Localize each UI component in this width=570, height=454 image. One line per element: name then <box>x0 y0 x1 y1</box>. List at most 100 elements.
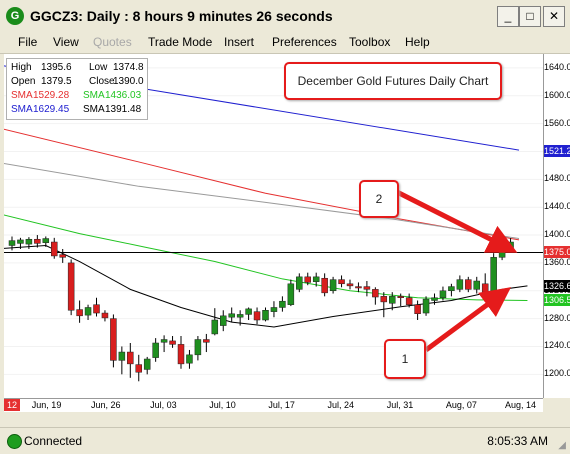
candle-body <box>67 262 75 311</box>
low-value: 1374.8 <box>113 62 144 73</box>
price-tag: 1375.0 <box>544 246 570 259</box>
price-tag: 1521.2 <box>544 144 570 157</box>
sma-black-label: SMA <box>83 104 105 115</box>
price-tick-label: 1640.0 <box>544 61 570 72</box>
price-tick-label: 1360.0 <box>544 256 570 267</box>
candle-body <box>177 344 185 365</box>
price-tick-label: 1600.0 <box>544 89 570 100</box>
sma-red-label: SMA <box>11 90 33 101</box>
app-icon: G <box>6 7 24 25</box>
candle-24 <box>211 308 219 336</box>
candle-body <box>25 238 33 245</box>
candle-body <box>84 307 92 316</box>
candle-body <box>93 304 100 314</box>
candle-29 <box>253 307 261 325</box>
candle-body <box>287 283 295 305</box>
candle-body <box>456 279 464 290</box>
sma-blue-value: 1629.45 <box>33 104 70 115</box>
candle-body <box>8 240 16 246</box>
candle-15 <box>135 354 142 382</box>
candle-32 <box>279 296 286 312</box>
sma-green-label: SMA <box>83 90 105 101</box>
close-button[interactable]: ✕ <box>543 6 565 27</box>
candle-body <box>186 354 193 364</box>
candle-18 <box>160 335 168 353</box>
candle-14 <box>127 342 134 378</box>
candle-body <box>507 241 514 250</box>
connection-status: Connected <box>24 434 83 448</box>
chart-title-callout: December Gold Futures Daily Chart <box>284 62 502 100</box>
menu-file[interactable]: File <box>18 35 38 49</box>
candle-50 <box>431 293 438 305</box>
candle-body <box>405 297 413 305</box>
candle-38 <box>329 276 337 294</box>
price-tick-label: 1440.0 <box>544 201 570 212</box>
candle-25 <box>220 310 227 332</box>
candle-39 <box>338 275 345 288</box>
candle-30 <box>262 307 269 322</box>
date-axis[interactable]: 12 Jun, 19 Jun, 26 Jul, 03 Jul, 10 Jul, 17 Ju… <box>4 398 543 412</box>
candle-body <box>355 286 362 289</box>
candle-body <box>372 289 379 298</box>
candle-42 <box>363 281 371 297</box>
menu-trade-mode[interactable]: Trade Mode <box>148 35 213 49</box>
candle-20 <box>177 336 185 369</box>
price-tick-label: 1240.0 <box>544 340 570 351</box>
resize-grip-icon[interactable]: ◢ <box>558 440 566 451</box>
candle-body <box>51 241 58 257</box>
price-axis[interactable]: 1640.01600.01560.01520.01480.01440.01400… <box>543 54 570 398</box>
price-tick-label: 1200.0 <box>544 368 570 379</box>
status-time: 8:05:33 AM <box>487 434 548 448</box>
candle-44 <box>380 292 388 318</box>
menu-quotes: Quotes <box>93 35 132 49</box>
candle-53 <box>456 275 464 293</box>
candle-52 <box>448 283 455 297</box>
candle-body <box>296 276 303 290</box>
candle-body <box>211 319 219 335</box>
title-bar[interactable]: G GGCZ3: Daily : 8 hours 9 minutes 26 se… <box>0 0 570 32</box>
arrow-2 <box>395 189 518 253</box>
candle-body <box>473 280 480 290</box>
menu-preferences[interactable]: Preferences <box>272 35 337 49</box>
maximize-button[interactable]: □ <box>519 6 541 27</box>
candle-body <box>465 279 472 290</box>
candle-body <box>262 310 269 321</box>
menu-view[interactable]: View <box>53 35 79 49</box>
menu-insert[interactable]: Insert <box>224 35 255 49</box>
sma-red-value: 1529.28 <box>33 90 70 101</box>
candle-0 <box>8 236 16 251</box>
candle-4 <box>42 236 50 247</box>
candle-body <box>220 315 227 326</box>
sma-blue-label: SMA <box>11 104 33 115</box>
candle-body <box>152 342 159 358</box>
candle-body <box>448 286 455 292</box>
candle-22 <box>194 336 202 361</box>
menu-toolbox[interactable]: Toolbox <box>349 35 391 49</box>
candle-body <box>279 300 286 308</box>
minimize-button[interactable]: _ <box>497 6 519 27</box>
candle-5 <box>51 237 58 259</box>
candle-body <box>490 257 497 292</box>
sma-line-1 <box>4 128 520 241</box>
candle-body <box>34 238 41 244</box>
low-label: Low <box>89 62 108 73</box>
menu-help[interactable]: Help <box>405 35 430 49</box>
candle-body <box>346 283 354 287</box>
candle-43 <box>372 287 379 305</box>
window-title: GGCZ3: Daily : 8 hours 9 minutes 26 seco… <box>30 8 333 24</box>
price-tick-label: 1280.0 <box>544 312 570 323</box>
candle-23 <box>203 333 210 353</box>
date-tick-label: Jul, 24 <box>327 400 355 410</box>
candle-55 <box>473 276 480 294</box>
candle-body <box>143 358 151 370</box>
date-tick-label: Jul, 31 <box>386 400 414 410</box>
candle-body <box>110 318 117 361</box>
candle-7 <box>67 259 75 316</box>
candles <box>8 235 514 382</box>
candle-49 <box>422 296 430 316</box>
candle-body <box>17 239 24 244</box>
candle-9 <box>84 304 92 321</box>
date-axis-start-tag: 12 <box>4 399 21 411</box>
candle-body <box>42 238 50 243</box>
candle-3 <box>34 235 41 248</box>
